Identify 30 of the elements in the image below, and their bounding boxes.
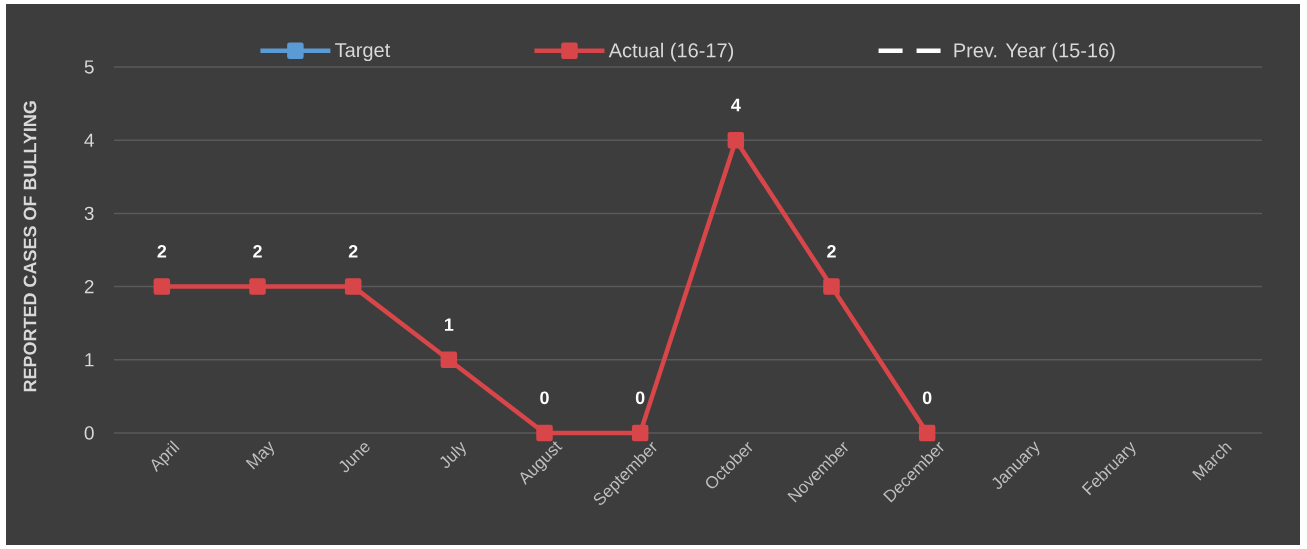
y-tick-label: 5	[84, 60, 94, 74]
y-tick-label: 3	[84, 206, 94, 221]
data-label: 4	[731, 98, 741, 112]
point	[249, 278, 266, 295]
legend-label: Target	[335, 43, 391, 62]
point	[823, 278, 840, 295]
legend-label: Prev. Year (15-16)	[954, 42, 1115, 62]
point	[727, 131, 745, 149]
data-label: 1	[444, 318, 454, 331]
x-tick-label: May	[245, 441, 275, 470]
point	[631, 424, 649, 442]
data-label: 2	[157, 245, 167, 258]
y-tick-label: 2	[84, 279, 94, 294]
data-label: 0	[635, 391, 645, 405]
data-label: 0	[540, 391, 549, 405]
point	[344, 278, 362, 295]
data-label: 2	[827, 245, 836, 258]
point	[536, 424, 553, 442]
x-tick-label: July	[440, 441, 466, 469]
point	[918, 424, 936, 442]
data-label: 2	[253, 245, 262, 258]
point	[153, 278, 171, 295]
data-label: 0	[922, 391, 932, 405]
point	[440, 351, 458, 369]
y-tick-label: 1	[85, 353, 94, 367]
data-label: 2	[348, 245, 358, 258]
y-tick-label: 0	[84, 426, 94, 440]
y-tick-label: 4	[84, 133, 94, 147]
y-axis-title: REPORTED CASES OF BULLYING	[23, 101, 37, 392]
legend-label: Actual (16-17)	[608, 42, 734, 62]
